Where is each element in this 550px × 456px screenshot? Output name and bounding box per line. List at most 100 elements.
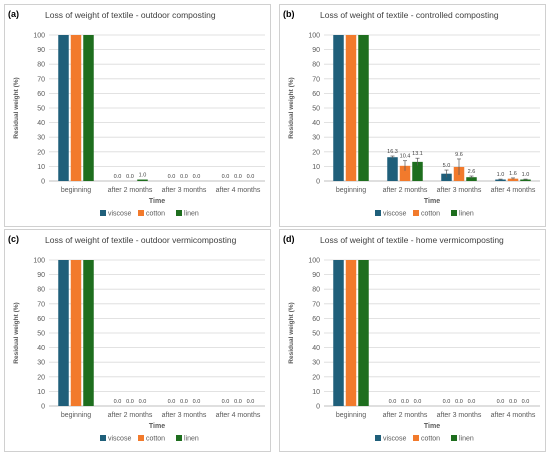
- y-tick-label: 0: [41, 179, 45, 186]
- panel-label: (a): [8, 9, 19, 19]
- data-label: 0.0: [234, 399, 242, 405]
- bar-viscose: [387, 157, 398, 181]
- data-label: 1.0: [497, 172, 505, 178]
- legend-label: linen: [459, 211, 474, 218]
- bar-cotton: [70, 260, 82, 406]
- data-label: 0.0: [389, 399, 397, 405]
- bar-linen: [358, 35, 369, 181]
- y-tick-label: 90: [312, 272, 320, 279]
- x-tick-label: after 2 months: [108, 412, 153, 419]
- bar-linen: [83, 35, 94, 181]
- legend-swatch-cotton: [138, 210, 144, 216]
- bar-linen: [520, 179, 531, 181]
- y-tick-label: 70: [312, 76, 320, 83]
- y-tick-label: 50: [37, 331, 45, 338]
- panel-label: (b): [283, 9, 295, 19]
- y-tick-label: 20: [37, 149, 45, 156]
- x-tick-label: after 3 months: [437, 412, 482, 419]
- y-tick-label: 10: [37, 389, 45, 396]
- x-tick-label: beginning: [336, 412, 366, 419]
- y-tick-label: 70: [37, 76, 45, 83]
- bar-linen: [137, 179, 148, 181]
- data-label: 0.0: [468, 399, 476, 405]
- x-tick-label: after 3 months: [437, 187, 482, 194]
- legend-swatch-linen: [451, 435, 457, 441]
- data-label: 0.0: [126, 174, 134, 180]
- data-label: 0.0: [180, 399, 188, 405]
- y-axis-label: Residual weight (%): [13, 77, 20, 138]
- chart-svg: 0 10 20 30 40 50 60 70 80 90 100 Residual weight (%…: [13, 33, 265, 218]
- chart-title: Loss of weight of textile - controlled c…: [320, 10, 499, 20]
- legend-label: viscose: [108, 211, 131, 218]
- y-tick-label: 50: [312, 106, 320, 113]
- chart-panel-d: (d) Loss of weight of textile - home ver…: [279, 229, 546, 452]
- bar-viscose: [333, 260, 344, 406]
- x-tick-label: beginning: [336, 187, 366, 194]
- y-tick-label: 40: [37, 345, 45, 352]
- y-tick-label: 80: [37, 287, 45, 294]
- data-label: 0.0: [180, 174, 188, 180]
- panel-label: (d): [283, 234, 295, 244]
- chart-svg: 0 10 20 30 40 50 60 70 80 90 100 Residual weight (%…: [288, 258, 540, 443]
- bar-linen: [466, 177, 477, 181]
- data-label: 0.0: [222, 174, 230, 180]
- y-tick-label: 20: [312, 374, 320, 381]
- y-tick-label: 30: [312, 360, 320, 367]
- bar-cotton: [345, 260, 357, 406]
- y-tick-label: 20: [312, 149, 320, 156]
- y-tick-label: 80: [312, 287, 320, 294]
- legend-swatch-linen: [176, 435, 182, 441]
- x-tick-label: after 3 months: [162, 412, 207, 419]
- legend-label: cotton: [146, 436, 165, 443]
- legend-swatch-cotton: [413, 210, 419, 216]
- y-tick-label: 10: [312, 164, 320, 171]
- legend-swatch-viscose: [375, 435, 381, 441]
- x-tick-label: after 4 months: [491, 412, 536, 419]
- legend-swatch-viscose: [100, 435, 106, 441]
- y-tick-label: 100: [308, 33, 320, 40]
- y-tick-label: 60: [37, 91, 45, 98]
- data-label: 0.0: [222, 399, 230, 405]
- chart-title: Loss of weight of textile - home vermico…: [320, 235, 504, 245]
- x-tick-label: after 4 months: [216, 187, 261, 194]
- data-label: 0.0: [168, 174, 176, 180]
- bar-linen: [83, 260, 94, 406]
- y-tick-label: 60: [37, 316, 45, 323]
- legend-label: viscose: [383, 211, 406, 218]
- data-label: 1.0: [522, 172, 530, 178]
- x-tick-label: after 2 months: [108, 187, 153, 194]
- y-tick-label: 60: [312, 91, 320, 98]
- data-label: 0.0: [139, 399, 147, 405]
- bar-viscose: [58, 35, 69, 181]
- x-tick-label: after 2 months: [383, 412, 428, 419]
- data-label: 0.0: [497, 399, 505, 405]
- bar-linen: [412, 161, 423, 181]
- chart-panel-b: (b) Loss of weight of textile - controll…: [279, 4, 546, 227]
- legend-swatch-cotton: [138, 435, 144, 441]
- data-label: 0.0: [455, 399, 463, 405]
- data-label: 0.0: [234, 174, 242, 180]
- bar-cotton: [507, 178, 519, 181]
- x-axis-label: Time: [424, 423, 440, 430]
- y-tick-label: 50: [37, 106, 45, 113]
- data-label: 0.0: [414, 399, 422, 405]
- legend-label: linen: [184, 211, 199, 218]
- y-axis-label: Residual weight (%): [288, 77, 295, 138]
- legend-label: cotton: [146, 211, 165, 218]
- data-label: 1.6: [509, 171, 517, 177]
- chart-title: Loss of weight of textile - outdoor comp…: [45, 10, 216, 20]
- data-label: 0.0: [126, 399, 134, 405]
- data-label: 0.0: [443, 399, 451, 405]
- y-tick-label: 100: [33, 258, 45, 265]
- bar-cotton: [345, 35, 357, 181]
- y-tick-label: 70: [312, 301, 320, 308]
- chart-svg: 0 10 20 30 40 50 60 70 80 90 100 Residual weight (%…: [13, 258, 265, 443]
- x-tick-label: after 2 months: [383, 187, 428, 194]
- data-label: 5.0: [443, 163, 451, 169]
- legend-label: linen: [184, 436, 199, 443]
- bar-cotton: [70, 35, 82, 181]
- y-tick-label: 30: [312, 135, 320, 142]
- x-axis-label: Time: [149, 198, 165, 205]
- x-axis-label: Time: [424, 198, 440, 205]
- y-tick-label: 40: [312, 120, 320, 127]
